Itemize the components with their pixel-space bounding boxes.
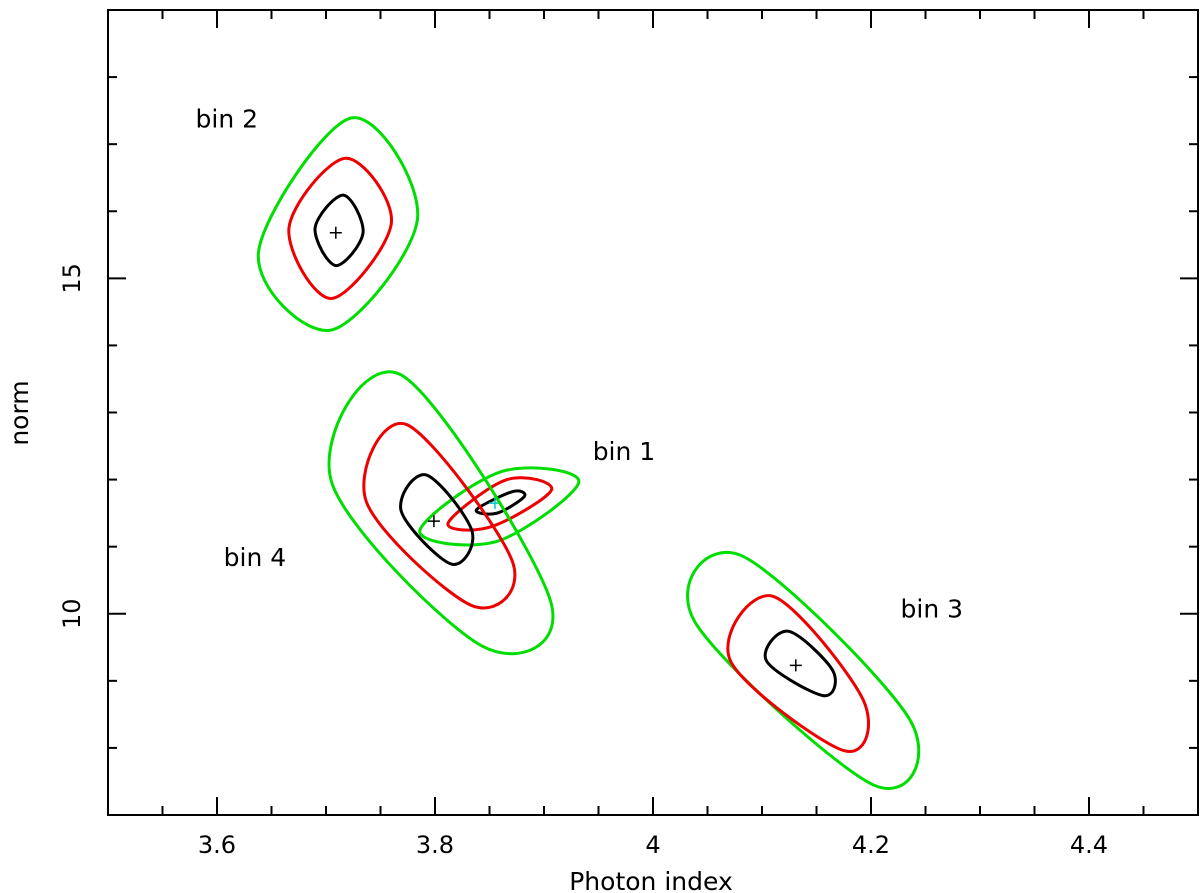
group-label: bin 4 [224, 543, 287, 572]
x-tick-label: 3.8 [416, 831, 454, 859]
contour [327, 370, 555, 656]
contour [726, 594, 871, 753]
contour [446, 476, 554, 532]
contour [313, 193, 365, 268]
contour [287, 156, 393, 300]
x-tick-label: 4 [645, 831, 660, 859]
y-tick-label: 10 [58, 598, 86, 629]
best-fit-marker [789, 659, 802, 672]
contour [474, 489, 527, 516]
contour [686, 550, 921, 790]
x-tick-label: 4.4 [1070, 831, 1108, 859]
y-axis-label: norm [5, 380, 34, 445]
x-tick-label: 4.2 [852, 831, 890, 859]
group-label: bin 1 [593, 437, 656, 466]
group-label: bin 3 [901, 594, 964, 623]
x-axis-label: Photon index [569, 867, 733, 893]
contour [399, 473, 475, 566]
x-tick-label: 3.6 [198, 831, 236, 859]
best-fit-marker [427, 515, 440, 528]
contour [256, 116, 420, 332]
best-fit-marker [329, 226, 342, 239]
group-label: bin 2 [196, 105, 259, 134]
y-tick-label: 15 [58, 263, 86, 294]
contour [362, 421, 517, 610]
contour [763, 629, 837, 698]
plot-frame [107, 9, 1199, 816]
